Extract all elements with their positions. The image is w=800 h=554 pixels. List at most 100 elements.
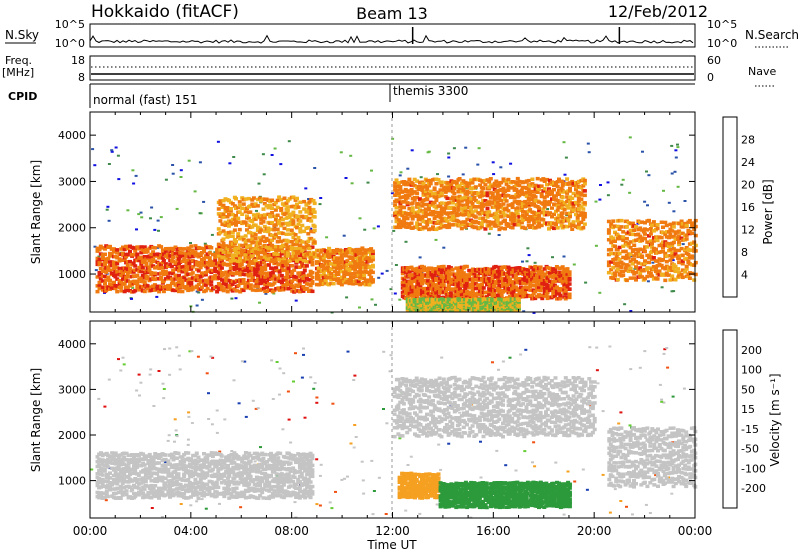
- heatmap-cell: [398, 188, 403, 192]
- heatmap-cell: [436, 190, 441, 195]
- heatmap-cell: [421, 219, 426, 224]
- heatmap-cell: [234, 206, 238, 210]
- heatmap-cell: [300, 223, 305, 228]
- heatmap-cell: [476, 273, 481, 277]
- heatmap-cell: [241, 238, 246, 242]
- heatmap-cell: [109, 271, 114, 275]
- heatmap-cell: [645, 228, 650, 232]
- heatmap-cell: [302, 274, 307, 278]
- heatmap-cell: [287, 197, 292, 201]
- heatmap-cell: [487, 224, 492, 228]
- heatmap-cell: [470, 201, 475, 206]
- heatmap-cell: [550, 189, 554, 194]
- heatmap-cell: [295, 251, 299, 255]
- heatmap-cell: [457, 203, 462, 207]
- speckle-cell: [215, 409, 219, 412]
- heatmap-cell: [550, 215, 554, 219]
- heatmap-cell: [262, 216, 267, 220]
- heatmap-cell: [108, 244, 112, 249]
- heatmap-cell: [152, 246, 157, 250]
- heatmap-cell: [171, 252, 176, 256]
- heatmap-cell: [104, 270, 109, 274]
- heatmap-cell: [490, 201, 495, 205]
- heatmap-cell: [412, 183, 417, 188]
- cpid-label: CPID: [8, 90, 37, 103]
- heatmap-cell: [253, 214, 258, 218]
- heatmap-cell: [467, 268, 472, 273]
- heatmap-cell: [557, 219, 561, 223]
- heatmap-cell: [490, 277, 495, 281]
- heatmap-cell: [100, 269, 105, 273]
- heatmap-cell: [327, 260, 332, 264]
- heatmap-cell: [234, 220, 238, 224]
- heatmap-cell: [562, 295, 567, 299]
- heatmap-cell: [454, 301, 459, 305]
- heatmap-cell: [286, 276, 291, 280]
- heatmap-cell: [163, 262, 168, 266]
- heatmap-cell: [617, 272, 622, 276]
- heatmap-cell: [530, 177, 535, 181]
- heatmap-cell: [225, 289, 230, 294]
- heatmap-cell: [606, 270, 611, 275]
- heatmap-cell: [428, 200, 433, 205]
- heatmap-cell: [232, 217, 237, 222]
- heatmap-cell: [363, 254, 368, 258]
- heatmap-cell: [149, 255, 154, 259]
- heatmap-cell: [479, 208, 484, 213]
- heatmap-cell: [297, 271, 302, 275]
- heatmap-cell: [511, 297, 516, 301]
- heatmap-cell: [664, 241, 669, 246]
- heatmap-cell: [113, 275, 118, 279]
- heatmap-cell: [166, 252, 171, 257]
- heatmap-cell: [450, 293, 455, 297]
- heatmap-cell: [434, 267, 439, 271]
- heatmap-cell: [503, 227, 507, 231]
- heatmap-cell: [326, 249, 330, 253]
- heatmap-cell: [125, 273, 130, 277]
- heatmap-cell: [370, 251, 375, 256]
- heatmap-cell: [554, 292, 559, 296]
- heatmap-cell: [504, 206, 509, 211]
- heatmap-cell: [667, 235, 671, 240]
- heatmap-cell: [171, 280, 176, 284]
- heatmap-cell: [497, 279, 502, 283]
- heatmap-cell: [329, 275, 334, 280]
- speckle-cell: [586, 142, 590, 145]
- heatmap-cell: [581, 207, 586, 211]
- heatmap-cell: [557, 292, 562, 296]
- heatmap-cell: [257, 226, 262, 230]
- heatmap-cell: [323, 266, 328, 271]
- freq-bottom-tick: 8: [78, 71, 85, 84]
- heatmap-cell: [135, 279, 140, 284]
- heatmap-cell: [295, 259, 299, 263]
- heatmap-cell: [402, 205, 407, 210]
- heatmap-cell: [630, 262, 635, 266]
- heatmap-cell: [473, 198, 478, 203]
- heatmap-cell: [483, 219, 488, 223]
- heatmap-cell: [533, 195, 538, 199]
- heatmap-cell: [654, 247, 658, 251]
- heatmap-cell: [128, 280, 132, 284]
- heatmap-cell: [664, 230, 669, 234]
- heatmap-cell: [626, 230, 631, 234]
- heatmap-cell: [483, 273, 488, 277]
- heatmap-cell: [171, 255, 176, 260]
- heatmap-cell: [307, 246, 312, 251]
- heatmap-cell: [452, 208, 457, 213]
- heatmap-cell: [427, 274, 432, 279]
- heatmap-cell: [323, 254, 328, 259]
- heatmap-cell: [565, 275, 570, 279]
- heatmap-cell: [257, 230, 262, 234]
- heatmap-cell: [485, 267, 489, 271]
- heatmap-cell: [524, 202, 529, 206]
- speckle-cell: [674, 149, 678, 152]
- heatmap-cell: [270, 210, 275, 215]
- heatmap-cell: [277, 231, 282, 235]
- heatmap-cell: [277, 279, 282, 284]
- heatmap-cell: [415, 191, 420, 195]
- heatmap-cell: [526, 220, 531, 224]
- heatmap-cell: [147, 265, 152, 269]
- heatmap-cell: [446, 280, 451, 284]
- heatmap-cell: [575, 193, 580, 198]
